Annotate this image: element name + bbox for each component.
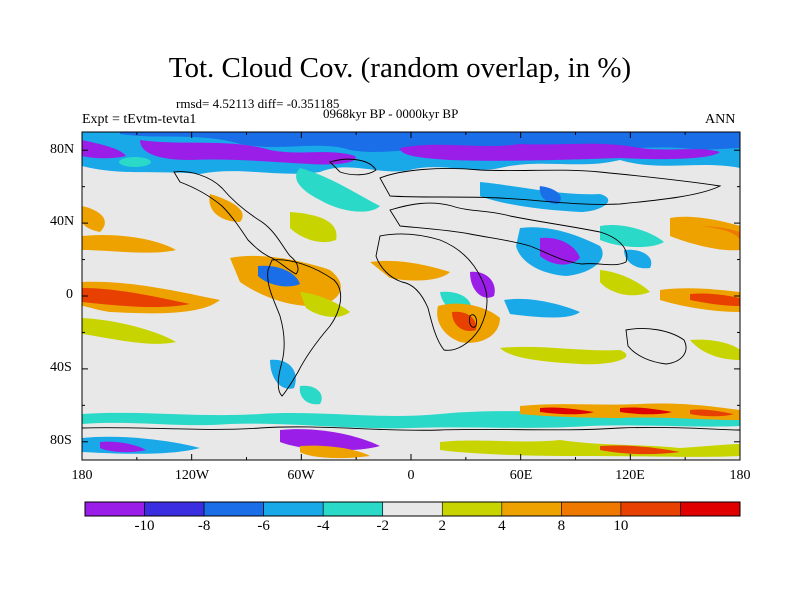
colorbar-label: -2: [376, 518, 389, 534]
colorbar-box: [501, 501, 562, 517]
colorbar-box: [322, 501, 384, 517]
stats-text: rmsd= 4.52113 diff= -0.351185: [176, 96, 340, 111]
lon-label-180e: 180: [729, 468, 751, 483]
lon-label-120e: 120E: [615, 468, 645, 483]
colorbar-label: 2: [438, 518, 447, 534]
red-patch: [690, 293, 740, 306]
lon-label-0: 0: [407, 468, 415, 483]
season-label: ANN: [705, 112, 736, 127]
antarctic-purple: [280, 429, 380, 451]
lon-label-120w: 120W: [174, 468, 210, 483]
south-america-coast: [267, 259, 342, 397]
yellow-patch: [690, 339, 740, 360]
map-ticks: [81, 132, 741, 460]
colorbar-label: 8: [557, 518, 566, 534]
orange-patch: [82, 206, 105, 232]
lat-label-40s: 40S: [50, 360, 72, 375]
africa-coast: [375, 233, 488, 351]
antarctica-coast: [82, 426, 740, 431]
colorbar-box: [84, 501, 145, 517]
colorbar-label: -4: [316, 518, 330, 534]
yellow-patch: [500, 346, 627, 365]
colorbar-box: [263, 501, 324, 517]
orange-patch: [82, 234, 176, 253]
red-patch: [620, 407, 672, 415]
coastlines: [82, 158, 740, 431]
orange-patch: [700, 226, 740, 240]
north-eurasia-coast: [379, 167, 722, 205]
red-patch: [540, 407, 594, 415]
teal-patch: [119, 157, 151, 167]
lon-label-180w: 180: [71, 468, 93, 483]
madagascar-coast: [469, 314, 477, 328]
lat-label-40n: 40N: [50, 214, 75, 229]
colorbar-frame: [84, 501, 741, 517]
arctic-patch-1: [140, 140, 356, 165]
teal-patch: [600, 224, 664, 248]
colorbar-label: -10: [134, 518, 155, 534]
colorbar-box: [441, 501, 503, 517]
period-text: 0968kyr BP - 0000kyr BP: [323, 106, 459, 121]
teal-patch: [299, 385, 322, 405]
greenland-coast: [329, 158, 377, 176]
eurasia-coast: [389, 202, 628, 266]
yellow-patch: [290, 212, 337, 243]
blue-patch: [539, 186, 561, 204]
colorbar-box: [680, 501, 741, 517]
experiment-label: Expt = tEvtm-tevta1: [82, 112, 197, 127]
purple-patch: [100, 441, 146, 453]
north-america-coast: [173, 171, 299, 275]
africa-purple: [470, 271, 495, 298]
colorbar-label: -8: [197, 518, 211, 534]
yellow-patch: [300, 292, 350, 317]
blue-patch: [624, 249, 652, 269]
colorbar-box: [561, 501, 622, 517]
colorbar-box: [620, 501, 681, 517]
lon-label-60e: 60E: [509, 468, 533, 483]
pacific-orange-patch: [209, 194, 243, 222]
lat-label-0: 0: [66, 287, 73, 302]
colorbar-box: [144, 501, 205, 517]
plot-title: Tot. Cloud Cov. (random overlap, in %): [168, 52, 632, 84]
lat-label-80s: 80S: [50, 433, 72, 448]
blue-patch: [270, 359, 296, 389]
arctic-patch-3: [82, 140, 126, 159]
colorbar-label: 10: [613, 518, 629, 534]
orange-patch: [300, 445, 370, 459]
yellow-patch: [82, 318, 176, 344]
north-atlantic-teal: [296, 168, 380, 212]
lon-label-60w: 60W: [287, 468, 315, 483]
colorbar-box: [203, 501, 264, 517]
arctic-patch-2: [400, 143, 720, 161]
asia-purple: [540, 237, 580, 265]
colorbar-box: [382, 501, 443, 517]
australia-coast: [625, 328, 687, 365]
colorbar-label: 4: [498, 518, 506, 534]
colorbar-boxes: [84, 501, 741, 517]
red-patch: [690, 409, 734, 417]
red-patch: [600, 445, 680, 455]
pacific-equatorial-red: [82, 288, 190, 308]
yellow-patch: [600, 270, 650, 296]
orange-patch: [670, 216, 740, 251]
colorbar-label: -6: [257, 518, 270, 534]
blue-patch: [504, 298, 580, 318]
lat-label-80n: 80N: [50, 142, 75, 157]
